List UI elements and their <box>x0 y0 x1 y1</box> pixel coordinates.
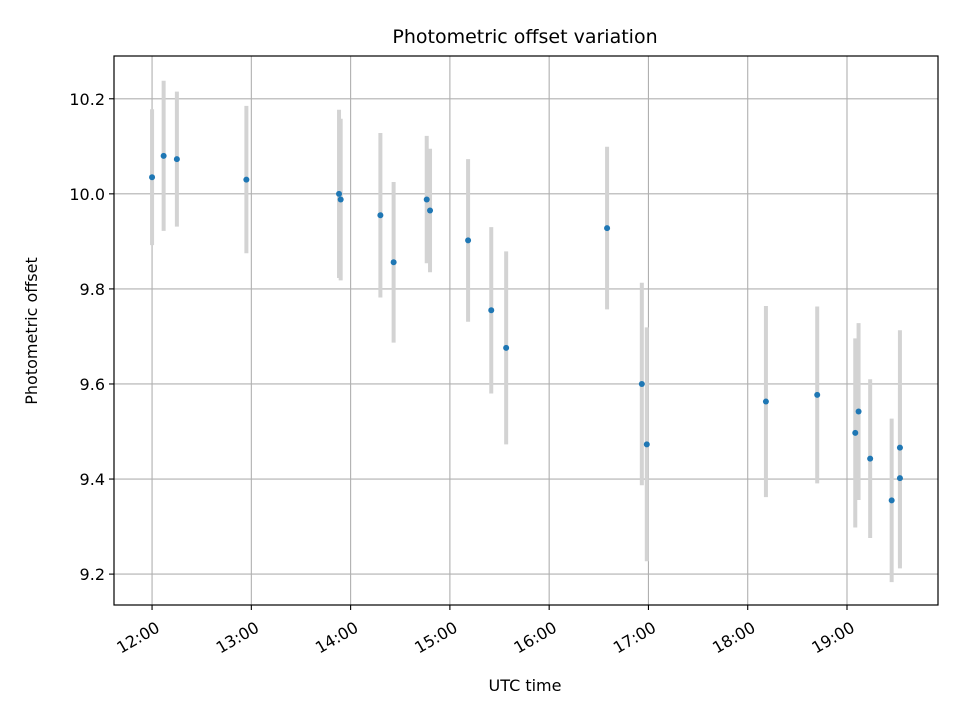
y-axis-label: Photometric offset <box>22 257 41 405</box>
data-point <box>852 429 859 436</box>
data-point <box>465 237 472 244</box>
data-point <box>867 455 874 462</box>
data-point <box>896 444 903 451</box>
data-point <box>149 174 156 181</box>
data-point <box>604 225 611 232</box>
data-point <box>896 475 903 482</box>
data-point <box>337 196 344 203</box>
y-tick-label: 9.4 <box>80 470 105 489</box>
data-point <box>336 190 343 197</box>
plot-frame <box>113 55 939 606</box>
data-point <box>503 344 510 351</box>
data-point <box>243 176 250 183</box>
y-tick-label: 10.2 <box>69 90 105 109</box>
data-point <box>173 156 180 163</box>
y-tick-label: 9.6 <box>80 375 105 394</box>
data-point <box>638 380 645 387</box>
data-point <box>377 212 384 219</box>
data-point <box>488 307 495 314</box>
data-point <box>427 207 434 214</box>
x-axis-label: UTC time <box>489 676 562 695</box>
y-tick-label: 9.2 <box>80 565 105 584</box>
y-tick-label: 10.0 <box>69 185 105 204</box>
data-point <box>855 408 862 415</box>
data-point <box>814 391 821 398</box>
data-point <box>643 441 650 448</box>
data-point <box>390 259 397 266</box>
data-point <box>160 152 167 159</box>
chart-title: Photometric offset variation <box>392 26 657 48</box>
data-point <box>762 398 769 405</box>
data-point <box>423 196 430 203</box>
data-points <box>149 152 903 504</box>
data-point <box>888 497 895 504</box>
grid <box>114 56 938 605</box>
y-tick-label: 9.8 <box>80 280 105 299</box>
